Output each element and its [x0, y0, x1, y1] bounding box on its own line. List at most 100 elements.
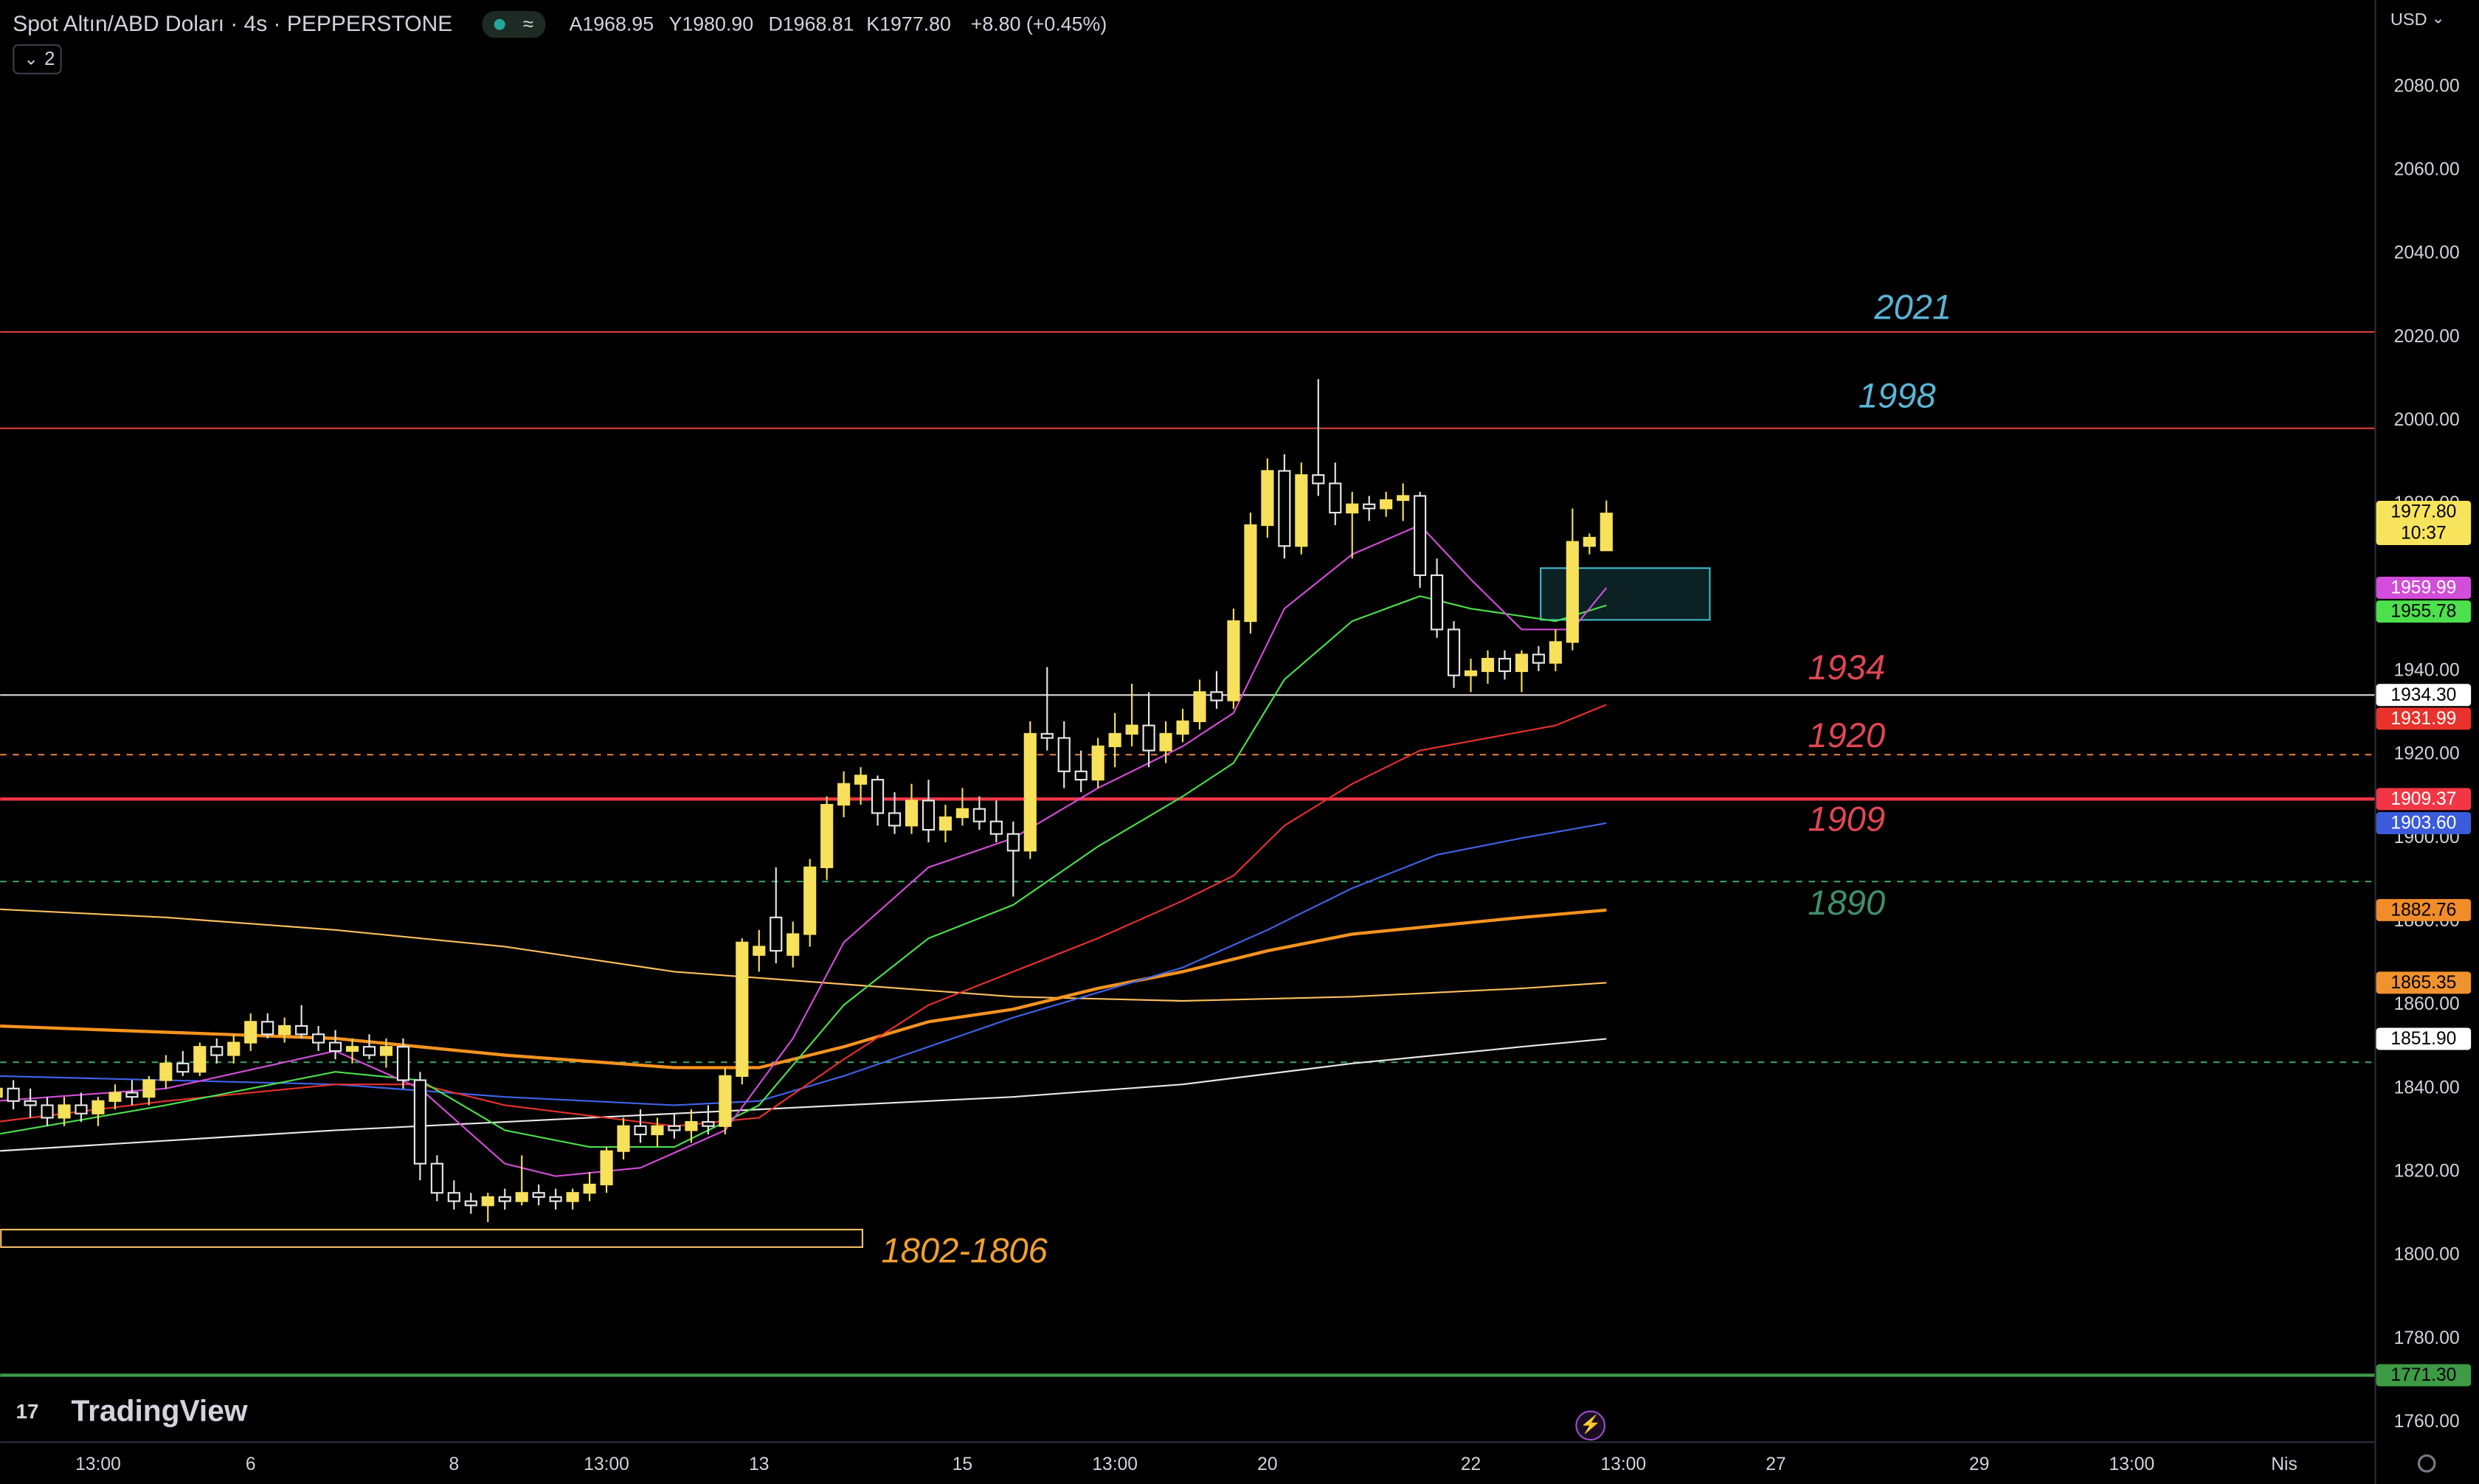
plot-area [0, 330, 2375, 1377]
candle-body [1125, 724, 1138, 735]
symbol: Spot Altın/ABD Doları · 4s · PEPPERSTONE [13, 12, 452, 36]
candle-body [447, 1192, 460, 1202]
annotation: 1802-1806 [881, 1231, 1048, 1270]
price-badge [2376, 971, 2472, 994]
x-tick-label: 6 [246, 1454, 256, 1474]
candle-body [1329, 482, 1342, 514]
y-tick-label: 1760.00 [2394, 1412, 2460, 1432]
candle-body [1515, 653, 1529, 673]
x-tick-label: 8 [449, 1454, 459, 1474]
candle-body [0, 1087, 3, 1098]
x-tick-label: 13:00 [1092, 1454, 1138, 1474]
price-badge [2376, 707, 2472, 730]
annotation: 1890 [1808, 883, 1885, 922]
candle-body [786, 933, 800, 956]
zone [1540, 567, 1711, 621]
candle-body [719, 1075, 732, 1127]
candle-body [1040, 732, 1054, 739]
candle-body [820, 804, 834, 869]
settings-icon[interactable] [2417, 1454, 2436, 1473]
candle-body [295, 1024, 308, 1036]
events-glyph: ⚡ [1580, 1414, 1601, 1435]
candle-body [549, 1196, 562, 1202]
price-badge-label: 1865.35 [2390, 973, 2456, 993]
candle-body [244, 1021, 257, 1044]
price-badge [2376, 788, 2472, 811]
candle-body [7, 1087, 20, 1102]
candle-body [905, 800, 919, 827]
x-tick-label: 27 [1766, 1454, 1785, 1474]
price-badge-label: 1851.90 [2390, 1029, 2456, 1049]
candle-body [1549, 641, 1562, 664]
x-tick-label: 22 [1461, 1454, 1481, 1474]
price-badge-label: 1931.99 [2390, 709, 2456, 729]
candle-body [532, 1192, 545, 1199]
price-badge [2376, 576, 2472, 599]
candle-body [803, 866, 817, 935]
candle-body [24, 1100, 37, 1106]
candle-body [668, 1125, 681, 1131]
x-tick-label: 15 [952, 1454, 972, 1474]
candle-body [125, 1092, 139, 1098]
zone [0, 1228, 864, 1248]
candle-body [227, 1041, 241, 1056]
x-tick-label: 13 [749, 1454, 769, 1474]
status-dot [494, 18, 505, 30]
candle-body [1142, 724, 1155, 752]
y-tick-label: 2040.00 [2394, 243, 2460, 263]
brand[interactable]: TradingView [72, 1393, 248, 1427]
y-tick-label: 1920.00 [2394, 744, 2460, 764]
ohlc-low: D1968.81 [768, 13, 854, 35]
candle-body [515, 1192, 528, 1202]
candle-body [481, 1196, 494, 1207]
price-badge-label: 1882.76 [2390, 900, 2456, 920]
candle-body [142, 1079, 156, 1098]
candle-body [498, 1196, 511, 1202]
y-tick-label: 1800.00 [2394, 1245, 2460, 1265]
candle-body [1176, 720, 1189, 735]
candle-body [1244, 524, 1257, 623]
price-badge-label: 1955.78 [2390, 602, 2456, 622]
candle-body [345, 1046, 359, 1052]
candle-body [1363, 503, 1376, 510]
price-badge-label: 1934.30 [2390, 685, 2456, 705]
candle-body [651, 1125, 664, 1136]
candle-body [41, 1104, 54, 1119]
indicator-count[interactable]: 2 [44, 49, 55, 69]
price-badge [2376, 684, 2472, 707]
status-pill [482, 10, 546, 38]
x-tick-label: 29 [1969, 1454, 1989, 1474]
candle-body [634, 1125, 647, 1136]
annotation: 1998 [1859, 375, 1936, 415]
candle-body [1431, 574, 1444, 631]
candle-body [328, 1041, 342, 1052]
candle-body [1481, 657, 1495, 673]
candle-body [938, 816, 952, 831]
price-badge-label: 1903.60 [2390, 814, 2456, 833]
candle-body [1464, 670, 1478, 676]
currency[interactable]: USD [2390, 10, 2427, 29]
candle-body [989, 820, 1003, 835]
x-tick-label: Nis [2271, 1454, 2298, 1474]
candle-body [362, 1046, 376, 1056]
price-badge [2376, 811, 2472, 834]
price-badge-label: 1977.80 [2390, 502, 2456, 522]
candle-body [176, 1062, 190, 1073]
candle-body [871, 779, 885, 814]
moving-average [0, 1038, 1607, 1152]
indicator-toggle[interactable] [13, 44, 62, 74]
status-icon: ≈ [523, 14, 533, 35]
candle-body [1193, 691, 1206, 722]
candle-body [685, 1121, 698, 1131]
events-icon[interactable] [1575, 1410, 1606, 1441]
toggle-caret: ⌄ [24, 49, 38, 69]
candle-body [379, 1046, 393, 1056]
candle-body [312, 1033, 325, 1044]
candle-body [1312, 474, 1325, 485]
ohlc-open: A1968.95 [569, 13, 654, 35]
candle-body [261, 1021, 274, 1036]
candle-body [736, 941, 749, 1077]
candle-body [91, 1100, 105, 1114]
